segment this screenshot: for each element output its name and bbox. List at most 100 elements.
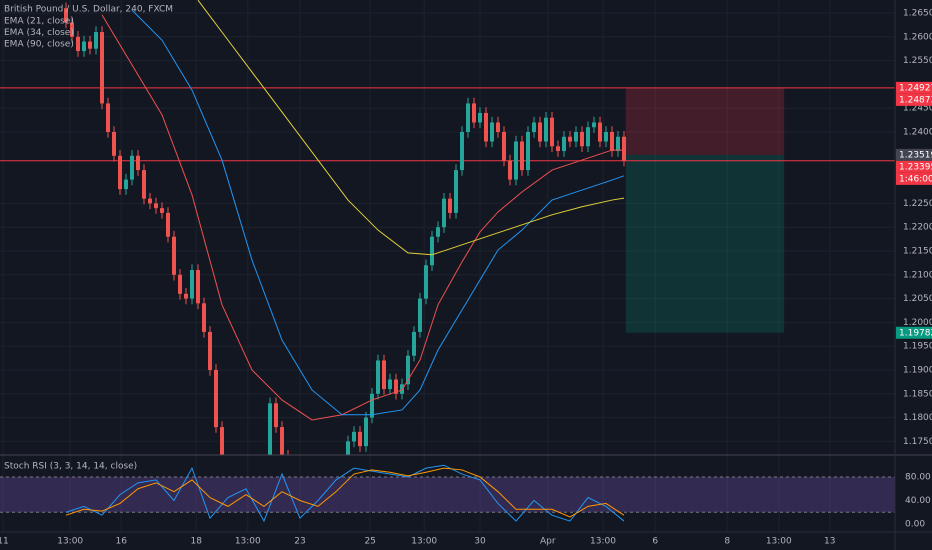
- y-tick-label: 1.20500: [903, 294, 932, 304]
- candle-body: [273, 403, 278, 428]
- candle-body: [201, 303, 206, 332]
- candle-body: [381, 360, 386, 390]
- candle-body: [513, 141, 518, 180]
- y-tick-label: 1.20000: [903, 318, 932, 328]
- y-tick-label: 1.18500: [903, 389, 932, 399]
- candle-body: [561, 136, 566, 152]
- candle-body: [519, 141, 524, 171]
- candle-body: [99, 32, 104, 104]
- candle-body: [267, 403, 272, 455]
- candle-body: [597, 122, 602, 142]
- y-tick-label: 1.21000: [903, 270, 932, 280]
- candle-body: [219, 427, 224, 455]
- candle-body: [579, 131, 584, 147]
- candle-body: [171, 236, 176, 275]
- candle-body: [117, 155, 122, 190]
- candle-body: [369, 393, 374, 418]
- candle-body: [87, 41, 92, 49]
- candle-body: [567, 136, 572, 142]
- candle-body: [345, 441, 350, 455]
- candle-body: [471, 103, 476, 123]
- chart-title: British Pound / U.S. Dollar, 240, FXCM: [4, 5, 173, 15]
- candle-body: [465, 103, 470, 132]
- candle-body: [441, 198, 446, 228]
- candle-body: [213, 369, 218, 428]
- x-tick-label: 13:00: [235, 537, 261, 547]
- stoch-line: [65, 467, 625, 518]
- candle-body: [609, 131, 614, 152]
- candle-body: [363, 417, 368, 447]
- candle-body: [93, 32, 98, 49]
- candle-body: [195, 270, 200, 304]
- target-zone: [625, 154, 785, 333]
- candle-body: [453, 170, 458, 213]
- candle-body: [531, 122, 536, 132]
- candle-body: [555, 146, 560, 152]
- y-tick-label: 1.19500: [903, 342, 932, 352]
- candle-body: [207, 331, 212, 370]
- stoch-tick-label: 40.00: [905, 496, 931, 506]
- stop-zone: [625, 87, 785, 155]
- stoch-pane: [0, 464, 895, 523]
- price-label: 1.23519: [899, 150, 932, 160]
- x-tick-label: 16: [115, 537, 127, 547]
- x-tick-label: 11: [0, 537, 9, 547]
- x-tick-label: 18: [190, 537, 202, 547]
- price-label: 1.23395: [899, 162, 932, 172]
- candle-body: [351, 431, 356, 442]
- price-label-box: [896, 148, 932, 161]
- candle-body: [435, 227, 440, 237]
- candle-body: [63, 8, 68, 23]
- candle-body: [183, 293, 188, 299]
- candle-body: [69, 22, 74, 37]
- price-pane: [0, 0, 895, 455]
- candle-body: [105, 103, 110, 132]
- x-tick-label: 13:00: [57, 537, 83, 547]
- countdown: 1:46:00: [899, 174, 932, 184]
- candle-body: [621, 136, 626, 161]
- candle-body: [189, 270, 194, 299]
- candle-body: [129, 155, 134, 180]
- candle-body: [147, 198, 152, 204]
- ema-line: [131, 9, 625, 416]
- candle-body: [459, 131, 464, 171]
- y-tick-label: 1.25500: [903, 56, 932, 66]
- ema-line: [197, 0, 625, 256]
- candle-body: [357, 431, 362, 447]
- candle-body: [429, 236, 434, 266]
- x-tick-label: 13:00: [411, 537, 437, 547]
- candle-body: [75, 36, 80, 52]
- y-tick-label: 1.22000: [903, 223, 932, 233]
- candle-body: [393, 379, 398, 394]
- candle-body: [525, 131, 530, 171]
- candle-body: [111, 131, 116, 156]
- candle-body: [537, 122, 542, 142]
- candle-body: [141, 170, 146, 199]
- x-tick-label: 8: [724, 537, 730, 547]
- price-label: 1.19782: [899, 328, 932, 338]
- candle-body: [423, 265, 428, 299]
- x-tick-label: 13: [824, 537, 835, 547]
- candle-body: [585, 127, 590, 147]
- price-label-box: [896, 160, 932, 173]
- candle-body: [417, 298, 422, 332]
- candle-body: [375, 360, 380, 394]
- price-label: 1.24873: [899, 95, 932, 105]
- y-tick-label: 1.22500: [903, 199, 932, 209]
- x-tick-label: 13:00: [766, 537, 792, 547]
- x-tick-label: 6: [652, 537, 658, 547]
- y-tick-label: 1.21500: [903, 246, 932, 256]
- candle-body: [591, 122, 596, 128]
- stoch-title: Stoch RSI (3, 3, 14, 14, close): [4, 462, 137, 472]
- candle-body: [603, 131, 608, 142]
- legend-entry: EMA (90, close): [4, 40, 74, 50]
- stoch-line: [65, 464, 625, 523]
- candle-body: [477, 112, 482, 123]
- candle-body: [573, 131, 578, 142]
- x-tick-label: 13:00: [590, 537, 616, 547]
- x-tick-label: 25: [364, 537, 375, 547]
- candle-body: [543, 117, 548, 142]
- ema-line: [101, 14, 624, 421]
- x-tick-label: 30: [474, 537, 486, 547]
